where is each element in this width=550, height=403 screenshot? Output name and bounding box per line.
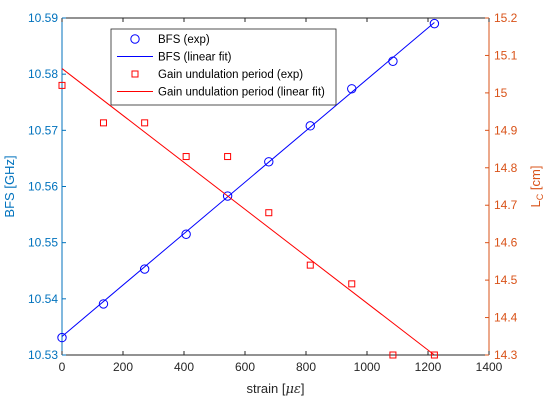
axis-labels: strain [με] BFS [GHz] LC [cm] — [2, 155, 545, 397]
right-y-tick-label: 15.1 — [494, 48, 518, 62]
left-y-tick-label: 10.55 — [28, 236, 58, 250]
gain-point — [348, 280, 356, 288]
right-y-tick-label: 14.9 — [494, 123, 518, 137]
legend: BFS (exp) BFS (linear fit) Gain undulation… — [110, 28, 337, 106]
legend-box — [110, 28, 337, 106]
x-tick-label: 400 — [174, 360, 194, 374]
gain-point — [306, 261, 314, 269]
bfs-point — [305, 121, 315, 131]
bfs-point — [98, 299, 109, 309]
bfs-point — [222, 191, 233, 201]
x-tick-label: 200 — [113, 360, 133, 374]
bfs-point — [139, 264, 150, 274]
legend-entry-label: BFS (exp) — [158, 34, 210, 46]
gain-point — [141, 119, 149, 127]
right-y-tick-label: 14.5 — [494, 273, 518, 287]
gain-fit-line — [61, 68, 435, 356]
left-y-tick-label: 10.53 — [28, 348, 58, 362]
x-tick-label: 1200 — [415, 360, 442, 374]
gain-point — [265, 209, 273, 217]
legend-square-swatch — [131, 70, 139, 78]
right-y-tick-label: 14.3 — [494, 348, 518, 362]
series-layer — [57, 18, 440, 359]
legend-entry-label: Gain undulation period (exp) — [158, 69, 303, 81]
right-y-tick-label: 14.6 — [494, 236, 518, 250]
left-y-tick-label: 10.59 — [28, 11, 58, 25]
legend-entry-label: BFS (linear fit) — [158, 52, 232, 64]
x-tick-label: 600 — [235, 360, 255, 374]
gain-point — [430, 351, 438, 359]
right-y-tick-label: 14.4 — [494, 311, 518, 325]
bfs-point — [429, 18, 440, 29]
right-y-tick-label: 15.2 — [494, 11, 518, 25]
gain-point — [99, 119, 107, 127]
right-y-tick-label: 15 — [494, 86, 508, 100]
x-tick-label: 0 — [59, 360, 66, 374]
left-y-tick-label: 10.56 — [28, 180, 58, 194]
x-axis-label: strain [με] — [246, 381, 304, 397]
right-y-axis-label: LC [cm] — [528, 166, 545, 208]
legend-circle-swatch — [130, 34, 140, 44]
left-y-tick-label: 10.54 — [28, 292, 58, 306]
gain-point — [389, 351, 397, 359]
bfs-point — [57, 332, 67, 343]
left-y-axis-label: BFS [GHz] — [2, 155, 17, 217]
x-tick-label: 1000 — [354, 360, 381, 374]
gain-point — [58, 81, 66, 89]
right-y-tick-label: 14.8 — [494, 161, 518, 175]
bfs-point — [181, 229, 191, 239]
left-y-tick-label: 10.57 — [28, 123, 58, 137]
left-y-tick-label: 10.58 — [28, 67, 58, 81]
x-tick-label: 800 — [296, 360, 316, 374]
right-y-tick-label: 14.7 — [494, 198, 518, 212]
x-tick-label: 1400 — [476, 360, 503, 374]
gain-point — [224, 153, 232, 161]
bfs-point — [264, 157, 274, 167]
legend-entry-label: Gain undulation period (linear fit) — [158, 87, 325, 99]
bfs-fit-line — [61, 22, 435, 337]
gain-point — [182, 153, 190, 161]
